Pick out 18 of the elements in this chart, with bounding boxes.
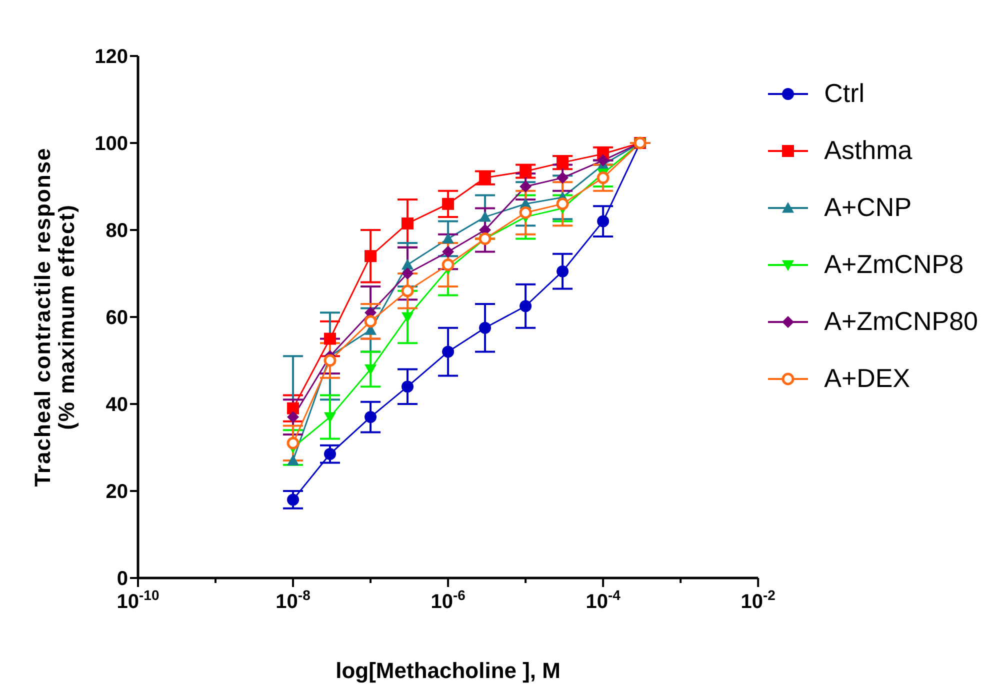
x-axis-title: log[Methacholine ], M <box>336 658 560 683</box>
y-axis-title: Tracheal contractile response (% maximum effect) <box>30 147 79 487</box>
y-tick-label: 40 <box>106 394 128 416</box>
y-tick-label: 20 <box>106 481 128 504</box>
x-tick-label: 10$^{-4}$ <box>586 587 621 613</box>
x-tick-label: 10$^{-8}$ <box>276 587 311 613</box>
legend-label: Ctrl <box>824 78 865 109</box>
legend-label: A+ZmCNP8 <box>824 249 964 280</box>
y-tick-label: 100 <box>94 133 128 156</box>
y-tick-label: 80 <box>106 220 128 242</box>
y-tick-label: 60 <box>106 307 128 330</box>
legend-label: A+ZmCNP80 <box>824 306 978 337</box>
legend-label: A+DEX <box>824 363 910 394</box>
legend-label: Asthma <box>824 135 912 166</box>
legend-label: A+CNP <box>824 192 912 223</box>
x-tick-label: 10$^{-6}$ <box>430 587 466 613</box>
y-tick-label: 120 <box>94 46 128 68</box>
x-tick-label: 10$^{-2}$ <box>740 587 776 613</box>
